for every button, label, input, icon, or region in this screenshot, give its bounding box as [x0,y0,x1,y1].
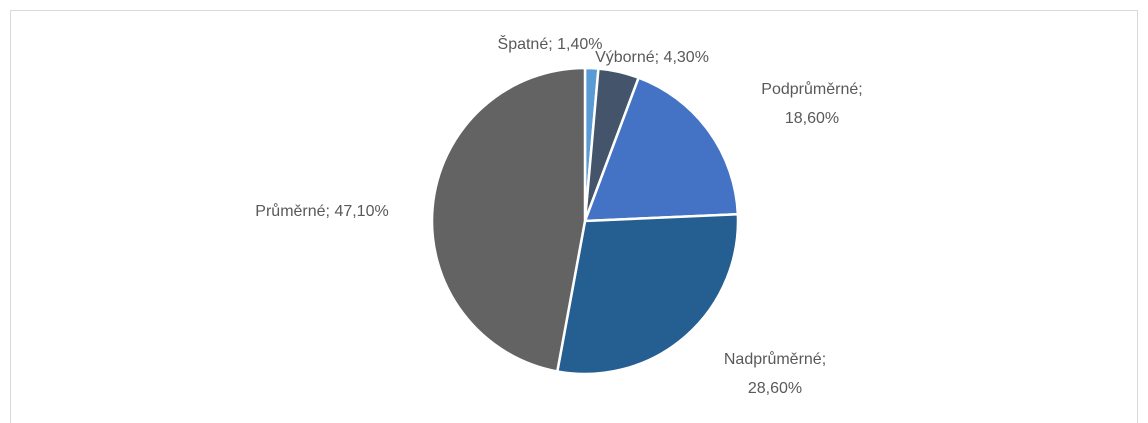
chart-border [10,10,1138,423]
data-label: Nadprůměrné; 28,60% [723,351,827,397]
data-label: Špatné; 1,40% [497,36,603,53]
pie-slice [430,66,587,373]
pie-slice [583,76,740,223]
pie-slice [556,213,740,376]
data-label: Výborné; 4,30% [595,49,709,66]
data-label: Podprůměrné; 18,60% [761,81,863,127]
data-label: Průměrné; 47,10% [255,203,389,220]
